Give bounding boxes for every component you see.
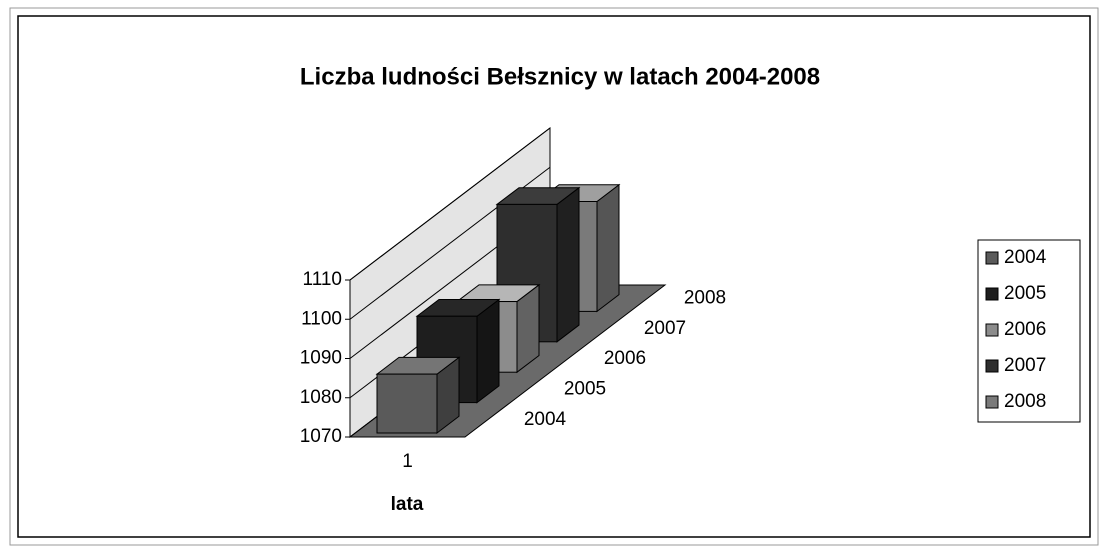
bar-side (476, 298, 500, 404)
legend-label: 2006 (1004, 319, 1046, 340)
legend-swatch (985, 359, 999, 373)
legend-label: 2005 (1004, 283, 1046, 304)
y-tick-label: 1100 (301, 308, 342, 329)
y-tick-label: 1110 (303, 269, 342, 290)
legend-swatch (985, 395, 999, 409)
depth-tick-label: 2006 (604, 348, 646, 369)
outer-frame (9, 7, 1099, 546)
x-tick-label: 1 (402, 451, 413, 472)
grid-line (349, 127, 551, 281)
x-axis-label: lata (391, 494, 424, 515)
y-tick-label: 1080 (300, 387, 342, 408)
y-tick-label: 1070 (300, 426, 342, 447)
y-tick-label: 1090 (300, 348, 342, 369)
depth-tick-label: 2004 (524, 409, 567, 430)
legend-label: 2007 (1004, 355, 1046, 376)
bar-side (596, 183, 620, 313)
chart-title: Liczba ludności Bełsznicy w latach 2004-… (300, 63, 820, 90)
legend-label: 2004 (1004, 247, 1047, 268)
depth-tick-label: 2007 (644, 318, 686, 339)
legend-label: 2008 (1004, 391, 1046, 412)
legend-swatch (985, 251, 999, 265)
legend-swatch (985, 323, 999, 337)
depth-tick-label: 2005 (564, 379, 606, 400)
bar-side (556, 186, 580, 343)
bar (376, 373, 438, 434)
legend-swatch (985, 287, 999, 301)
chart-frame (17, 15, 1091, 538)
depth-tick-label: 2008 (684, 287, 726, 308)
